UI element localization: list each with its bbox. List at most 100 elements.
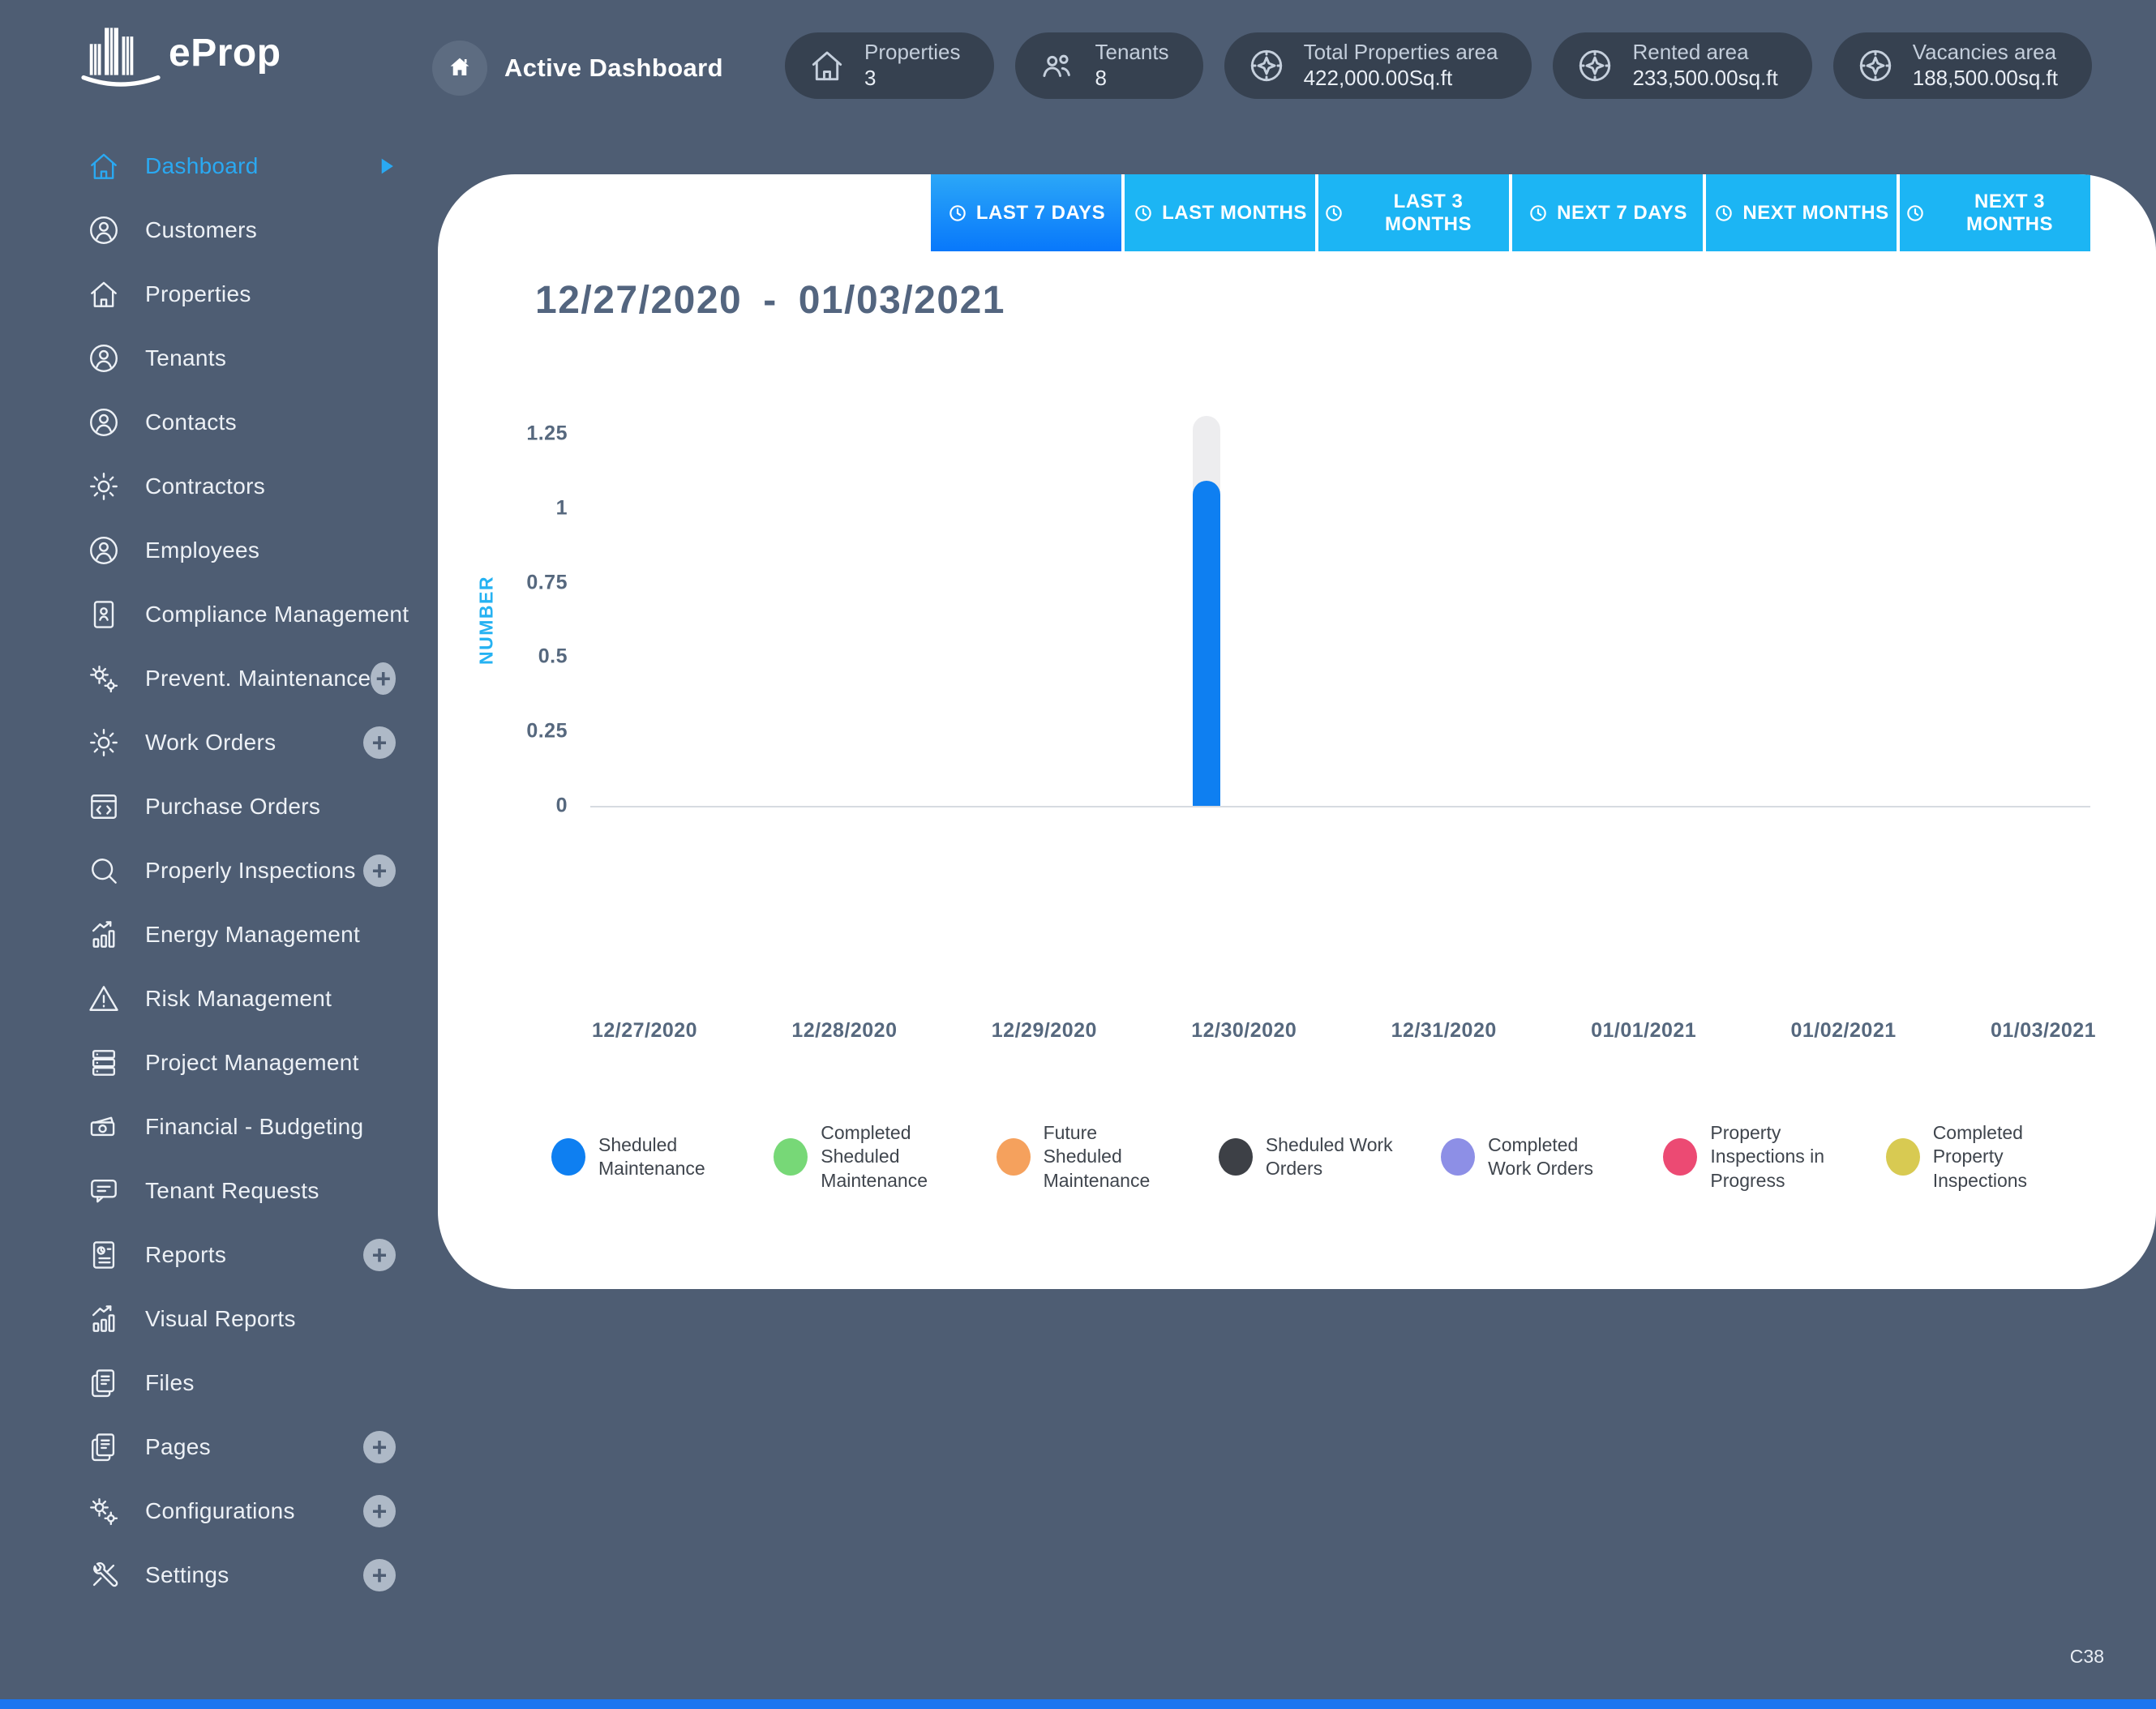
legend-item-completed-sheduled-maintenance[interactable]: Completed Sheduled Maintenance xyxy=(774,1121,996,1193)
home-button[interactable] xyxy=(432,41,487,96)
files-icon xyxy=(85,1428,122,1466)
stat-pill-text: Properties 3 xyxy=(864,40,961,91)
legend-label: Completed Work Orders xyxy=(1488,1133,1594,1180)
legend-item-completed-work-orders[interactable]: Completed Work Orders xyxy=(1441,1121,1663,1193)
period-title: 12/27/2020 - 01/03/2021 xyxy=(535,278,1005,323)
sidebar-item-configurations[interactable]: Configurations + xyxy=(0,1479,438,1543)
bar-chart-icon xyxy=(85,916,122,953)
expand-plus-icon[interactable]: + xyxy=(371,662,396,695)
tab-last-months[interactable]: LAST MONTHS xyxy=(1125,174,1315,251)
sidebar-item-tenant-requests[interactable]: Tenant Requests xyxy=(0,1159,438,1223)
tab-next-months[interactable]: NEXT MONTHS xyxy=(1706,174,1897,251)
stat-value: 3 xyxy=(864,66,877,90)
sidebar-item-financial-budgeting[interactable]: Financial - Budgeting xyxy=(0,1094,438,1159)
code-window-icon xyxy=(85,788,122,825)
sidebar-item-prevent-maintenance[interactable]: Prevent. Maintenance + xyxy=(0,646,438,710)
sidebar-item-purchase-orders[interactable]: Purchase Orders xyxy=(0,774,438,838)
legend-dot xyxy=(1441,1138,1476,1176)
sidebar-item-label: Financial - Budgeting xyxy=(145,1113,364,1139)
expand-plus-icon[interactable]: + xyxy=(363,1494,396,1527)
sidebar-item-work-orders[interactable]: Work Orders + xyxy=(0,710,438,774)
sidebar-item-properties[interactable]: Properties xyxy=(0,262,438,326)
legend-dot xyxy=(1885,1138,1920,1176)
sidebar-item-settings[interactable]: Settings + xyxy=(0,1543,438,1607)
sidebar-item-files[interactable]: Files xyxy=(0,1351,438,1415)
money-icon xyxy=(85,1108,122,1146)
sidebar-item-tenants[interactable]: Tenants xyxy=(0,326,438,390)
tab-next-3-months[interactable]: NEXT 3 MONTHS xyxy=(1900,174,2090,251)
legend-label: Completed Property Inspections xyxy=(1932,1122,2028,1191)
legend-item-sheduled-maintenance[interactable]: Sheduled Maintenance xyxy=(551,1121,774,1193)
legend-item-completed-property-inspections[interactable]: Completed Property Inspections xyxy=(1885,1121,2108,1193)
y-tick-label: 0.75 xyxy=(526,571,568,594)
legend-label: Sheduled Maintenance xyxy=(598,1133,705,1180)
brand-name: eProp xyxy=(169,31,281,75)
sidebar-item-risk-management[interactable]: Risk Management xyxy=(0,966,438,1030)
sidebar-item-label: Properly Inspections xyxy=(145,857,356,883)
report-icon xyxy=(85,1236,122,1274)
stats-row: Properties 3 Tenants 8 Total Properties area… xyxy=(784,32,2092,99)
gears-icon xyxy=(85,660,122,697)
expand-plus-icon[interactable]: + xyxy=(363,1238,396,1271)
sidebar-item-contacts[interactable]: Contacts xyxy=(0,390,438,454)
sidebar-item-label: Tenants xyxy=(145,345,227,370)
brand-building-icon xyxy=(81,18,161,88)
x-tick-label: 12/27/2020 xyxy=(591,1019,698,1042)
expand-plus-icon[interactable]: + xyxy=(363,854,396,887)
user-icon xyxy=(85,340,122,377)
tab-last-7-days[interactable]: LAST 7 DAYS xyxy=(931,174,1121,251)
sidebar-item-reports[interactable]: Reports + xyxy=(0,1223,438,1287)
sidebar-nav: Dashboard Customers Properties Tenants Conta… xyxy=(0,134,438,1607)
user-icon xyxy=(85,212,122,249)
legend-label: Sheduled Work Orders xyxy=(1265,1133,1393,1180)
legend-dot xyxy=(551,1138,585,1176)
stat-pill-rented-area: Rented area 233,500.00sq.ft xyxy=(1553,32,1812,99)
y-tick-label: 0.25 xyxy=(526,719,568,743)
expand-plus-icon[interactable]: + xyxy=(363,726,396,759)
sidebar-item-employees[interactable]: Employees xyxy=(0,518,438,582)
sidebar-item-label: Contractors xyxy=(145,473,266,499)
x-axis-line xyxy=(590,806,2090,807)
sidebar-item-label: Work Orders xyxy=(145,729,276,755)
home-icon xyxy=(85,276,122,313)
legend-item-future-sheduled-maintenance[interactable]: Future Sheduled Maintenance xyxy=(996,1121,1219,1193)
stat-label: Rented area xyxy=(1632,40,1749,65)
dashboard-card: LAST 7 DAYS LAST MONTHS LAST 3 MONTHS NEXT … xyxy=(438,174,2156,1289)
expand-plus-icon[interactable]: + xyxy=(363,1430,396,1463)
sidebar-item-visual-reports[interactable]: Visual Reports xyxy=(0,1287,438,1351)
document-icon xyxy=(85,596,122,633)
stat-value: 188,500.00sq.ft xyxy=(1912,66,2058,90)
sidebar-item-pages[interactable]: Pages + xyxy=(0,1415,438,1479)
gear-icon xyxy=(85,724,122,761)
sidebar-item-label: Purchase Orders xyxy=(145,793,321,819)
clock-icon xyxy=(1905,203,1926,224)
clock-icon xyxy=(1528,203,1549,224)
stat-value: 233,500.00sq.ft xyxy=(1632,66,1778,90)
sidebar-item-contractors[interactable]: Contractors xyxy=(0,454,438,518)
people-icon xyxy=(1036,45,1078,87)
legend-item-property-inspections-in-progress[interactable]: Property Inspections in Progress xyxy=(1663,1121,1885,1193)
sidebar-item-label: Dashboard xyxy=(145,152,259,178)
compass-icon xyxy=(1574,45,1616,87)
user-icon xyxy=(85,404,122,441)
legend-item-sheduled-work-orders[interactable]: Sheduled Work Orders xyxy=(1218,1121,1441,1193)
stat-label: Total Properties area xyxy=(1303,40,1498,65)
sidebar-item-energy-management[interactable]: Energy Management xyxy=(0,902,438,966)
sidebar-item-customers[interactable]: Customers xyxy=(0,198,438,262)
tab-next-7-days[interactable]: NEXT 7 DAYS xyxy=(1512,174,1703,251)
bar-sheduled-maintenance-3-12-30-2020[interactable] xyxy=(1193,480,1221,806)
clock-icon xyxy=(1133,203,1154,224)
expand-plus-icon[interactable]: + xyxy=(363,1558,396,1591)
x-tick-label: 01/02/2021 xyxy=(1790,1019,1897,1042)
tab-last-3-months[interactable]: LAST 3 MONTHS xyxy=(1318,174,1509,251)
sidebar-item-dashboard[interactable]: Dashboard xyxy=(0,134,438,198)
search-icon xyxy=(85,852,122,889)
stat-label: Tenants xyxy=(1095,40,1169,65)
home-icon xyxy=(85,148,122,185)
sidebar-item-project-management[interactable]: Project Management xyxy=(0,1030,438,1094)
brand-logo: eProp xyxy=(81,18,281,88)
legend-dot xyxy=(1218,1138,1253,1176)
sidebar-item-properly-inspections[interactable]: Properly Inspections + xyxy=(0,838,438,902)
x-tick-label: 01/03/2021 xyxy=(1990,1019,2097,1042)
sidebar-item-compliance-management[interactable]: Compliance Management xyxy=(0,582,438,646)
